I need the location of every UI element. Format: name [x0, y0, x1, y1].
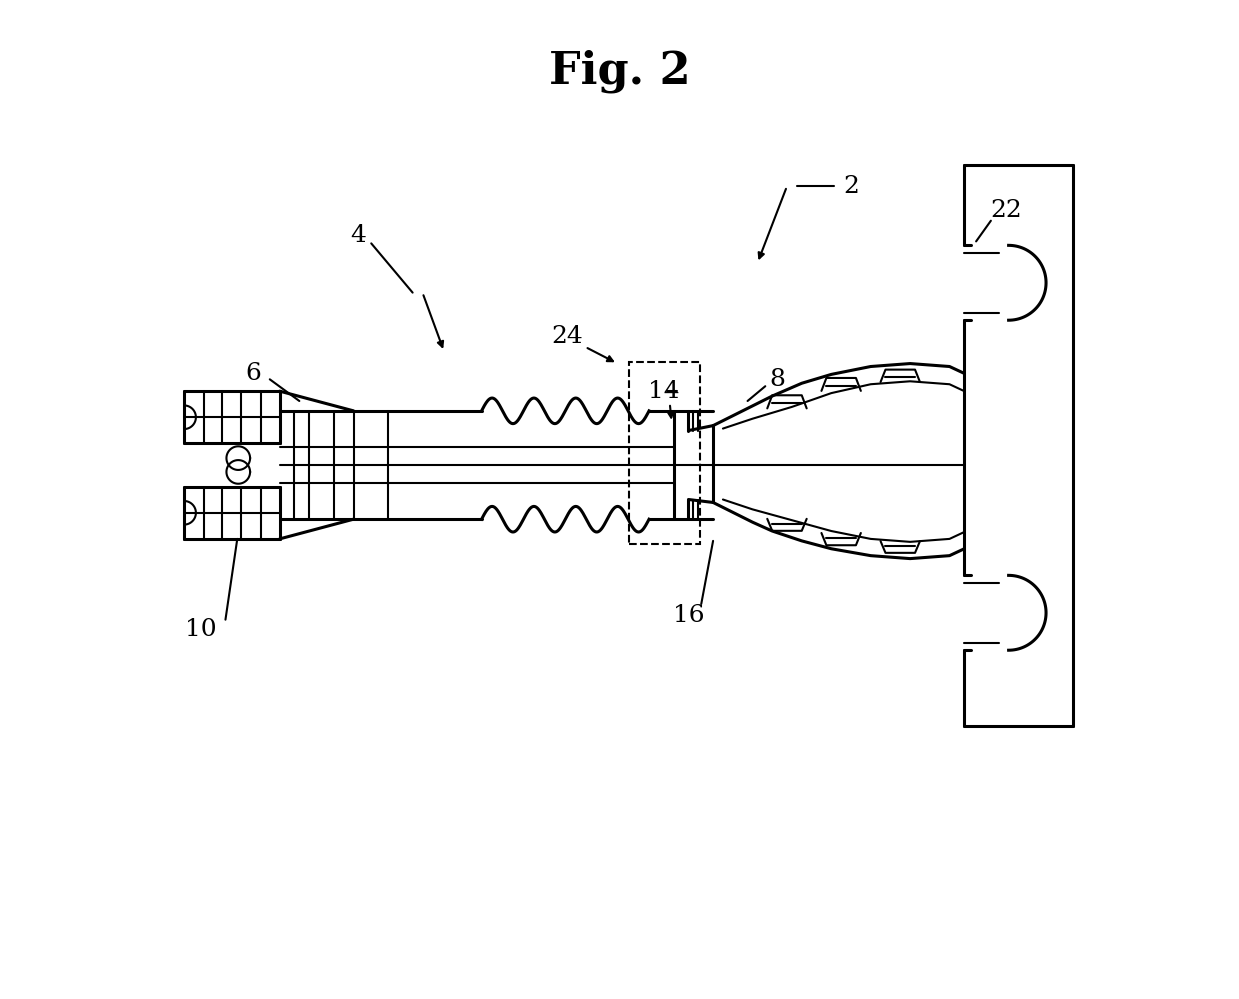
Text: 16: 16 — [673, 604, 704, 627]
Text: 6: 6 — [245, 362, 261, 385]
Text: 2: 2 — [843, 175, 859, 198]
Text: Fig. 2: Fig. 2 — [549, 49, 690, 93]
Text: 4: 4 — [351, 224, 367, 247]
Text: 22: 22 — [991, 200, 1022, 223]
Text: 8: 8 — [769, 368, 786, 391]
Text: 24: 24 — [551, 326, 584, 349]
Text: 10: 10 — [185, 618, 217, 641]
Text: 14: 14 — [648, 380, 680, 403]
Bar — [629, 362, 700, 543]
